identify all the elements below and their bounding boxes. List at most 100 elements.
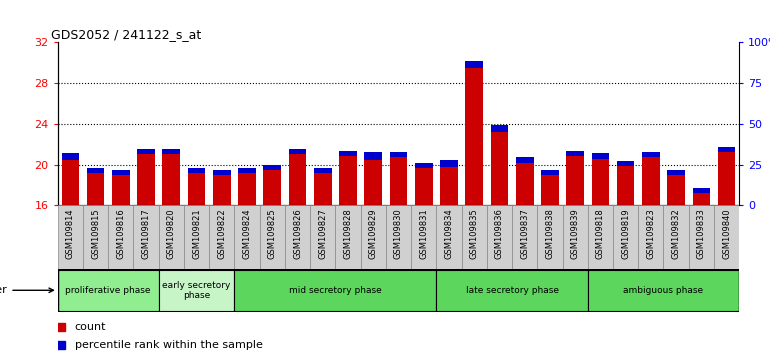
Bar [692, 193, 710, 205]
Text: GSM109814: GSM109814 [66, 209, 75, 259]
Bar [566, 156, 584, 205]
FancyBboxPatch shape [386, 205, 411, 269]
Bar [440, 167, 458, 205]
Text: GSM109828: GSM109828 [343, 209, 353, 259]
Bar [364, 160, 382, 205]
FancyBboxPatch shape [109, 205, 133, 269]
Text: GSM109824: GSM109824 [243, 209, 252, 259]
Bar [364, 153, 382, 160]
Bar [62, 160, 79, 205]
Text: late secretory phase: late secretory phase [466, 286, 558, 295]
Bar [465, 68, 483, 205]
Text: ambiguous phase: ambiguous phase [624, 286, 704, 295]
FancyBboxPatch shape [234, 205, 259, 269]
Text: proliferative phase: proliferative phase [65, 286, 151, 295]
FancyBboxPatch shape [184, 205, 209, 269]
Bar [339, 156, 357, 205]
Text: GSM109830: GSM109830 [394, 209, 403, 259]
Bar [112, 170, 129, 175]
FancyBboxPatch shape [159, 205, 184, 269]
FancyBboxPatch shape [688, 205, 714, 269]
Bar [415, 162, 433, 168]
Bar [541, 175, 559, 205]
Bar [642, 158, 660, 205]
Bar [490, 132, 508, 205]
Bar [718, 147, 735, 153]
FancyBboxPatch shape [411, 205, 437, 269]
Text: GSM109815: GSM109815 [91, 209, 100, 259]
Text: GSM109832: GSM109832 [671, 209, 681, 259]
Bar [490, 125, 508, 132]
Text: count: count [75, 322, 106, 332]
Bar [87, 173, 105, 205]
Bar [692, 188, 710, 193]
Bar [718, 152, 735, 205]
FancyBboxPatch shape [437, 205, 461, 269]
Bar [668, 170, 685, 175]
Text: other: other [0, 285, 53, 295]
FancyBboxPatch shape [563, 205, 588, 269]
Text: GDS2052 / 241122_s_at: GDS2052 / 241122_s_at [51, 28, 201, 41]
FancyBboxPatch shape [234, 270, 437, 311]
FancyBboxPatch shape [588, 205, 613, 269]
Text: GSM109833: GSM109833 [697, 209, 706, 259]
FancyBboxPatch shape [487, 205, 512, 269]
FancyBboxPatch shape [613, 205, 638, 269]
Bar [390, 158, 407, 205]
Text: GSM109825: GSM109825 [268, 209, 276, 259]
Bar [566, 152, 584, 156]
FancyBboxPatch shape [512, 205, 537, 269]
Text: GSM109831: GSM109831 [419, 209, 428, 259]
Text: mid secretory phase: mid secretory phase [289, 286, 382, 295]
Text: GSM109837: GSM109837 [521, 209, 529, 259]
Bar [390, 152, 407, 158]
FancyBboxPatch shape [133, 205, 159, 269]
Bar [642, 152, 660, 158]
Text: GSM109826: GSM109826 [293, 209, 302, 259]
Bar [314, 173, 332, 205]
Text: GSM109820: GSM109820 [167, 209, 176, 259]
FancyBboxPatch shape [285, 205, 310, 269]
FancyBboxPatch shape [437, 270, 588, 311]
Bar [87, 168, 105, 173]
Bar [238, 173, 256, 205]
Bar [591, 159, 609, 205]
Bar [263, 170, 281, 205]
FancyBboxPatch shape [588, 270, 739, 311]
Text: GSM109840: GSM109840 [722, 209, 731, 259]
Text: GSM109839: GSM109839 [571, 209, 580, 259]
FancyBboxPatch shape [664, 205, 688, 269]
FancyBboxPatch shape [537, 205, 563, 269]
FancyBboxPatch shape [310, 205, 336, 269]
Text: GSM109819: GSM109819 [621, 209, 630, 259]
FancyBboxPatch shape [461, 205, 487, 269]
FancyBboxPatch shape [714, 205, 739, 269]
Bar [213, 175, 231, 205]
Bar [62, 153, 79, 160]
Text: GSM109818: GSM109818 [596, 209, 605, 259]
Text: GSM109835: GSM109835 [470, 209, 479, 259]
Bar [591, 153, 609, 159]
Bar [137, 149, 155, 154]
Bar [188, 173, 206, 205]
Text: GSM109821: GSM109821 [192, 209, 201, 259]
Bar [415, 168, 433, 205]
Text: GSM109816: GSM109816 [116, 209, 126, 259]
Bar [617, 166, 634, 205]
FancyBboxPatch shape [336, 205, 360, 269]
Bar [188, 168, 206, 173]
Text: GSM109822: GSM109822 [217, 209, 226, 259]
Bar [668, 175, 685, 205]
Bar [162, 154, 180, 205]
Bar [314, 168, 332, 173]
Text: GSM109817: GSM109817 [142, 209, 151, 259]
Bar [440, 160, 458, 167]
Bar [617, 161, 634, 166]
Bar [137, 154, 155, 205]
Bar [516, 158, 534, 162]
Text: GSM109838: GSM109838 [545, 209, 554, 259]
Text: GSM109836: GSM109836 [495, 209, 504, 259]
Text: early secretory
phase: early secretory phase [162, 281, 231, 300]
FancyBboxPatch shape [360, 205, 386, 269]
Bar [465, 61, 483, 68]
